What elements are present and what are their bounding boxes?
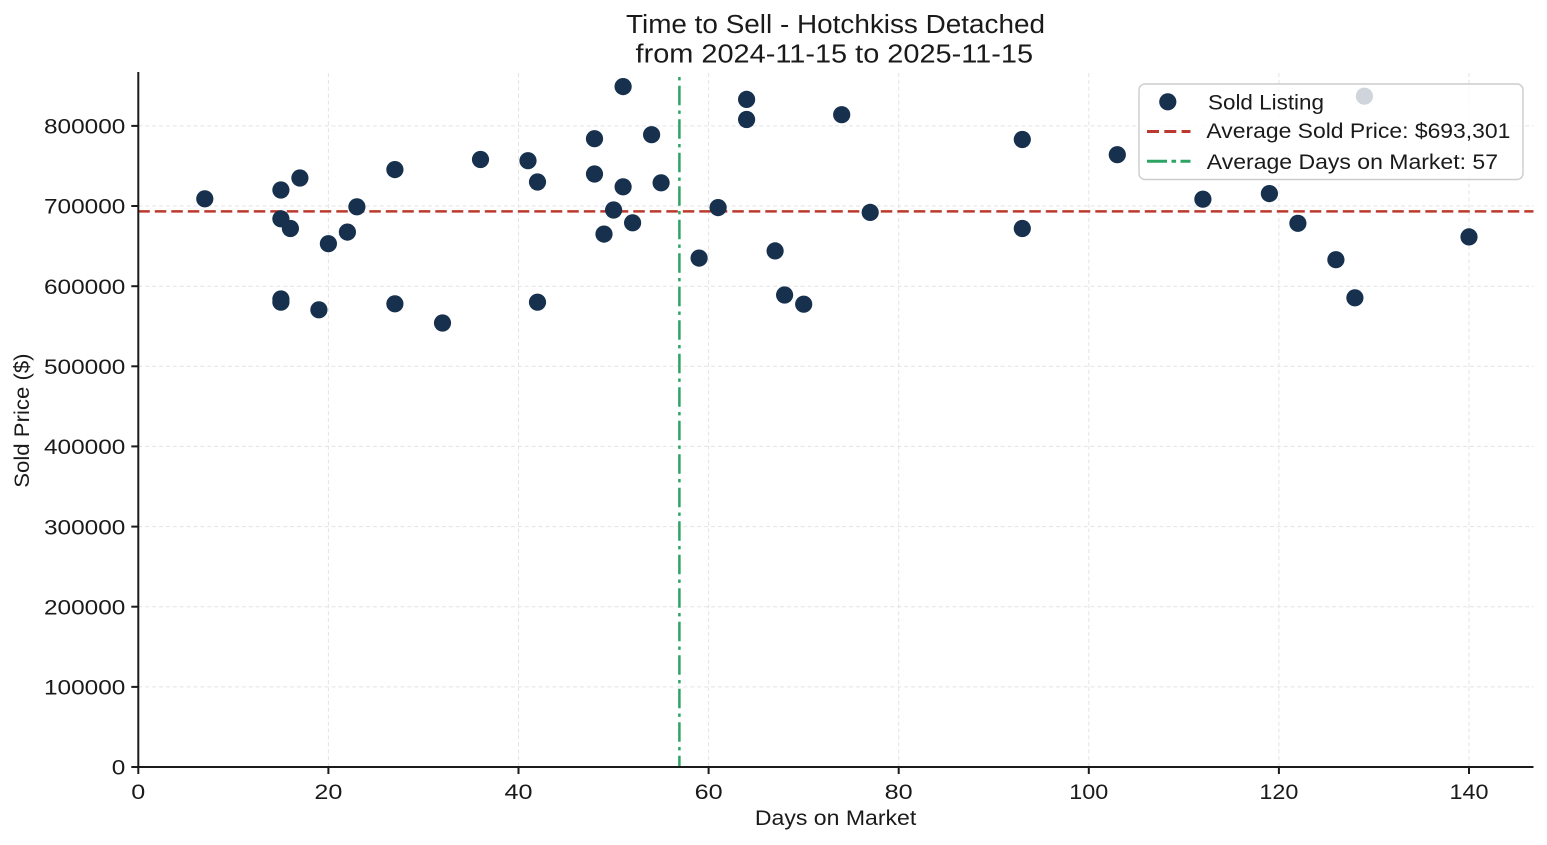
svg-text:140: 140 [1450, 780, 1489, 804]
svg-text:20: 20 [314, 780, 342, 804]
svg-text:500000: 500000 [44, 355, 125, 379]
svg-text:Sold Listing: Sold Listing [1208, 91, 1324, 115]
svg-text:300000: 300000 [44, 515, 125, 539]
svg-text:Time to Sell - Hotchkiss Detac: Time to Sell - Hotchkiss Detached [626, 11, 1045, 39]
svg-text:200000: 200000 [44, 595, 125, 619]
svg-text:600000: 600000 [44, 275, 125, 299]
svg-text:120: 120 [1259, 780, 1298, 804]
svg-text:Sold Price ($): Sold Price ($) [10, 353, 34, 487]
svg-text:100000: 100000 [44, 676, 125, 700]
svg-text:0: 0 [131, 780, 145, 804]
svg-text:0: 0 [112, 756, 126, 780]
svg-text:80: 80 [885, 780, 913, 804]
svg-text:Average Days on Market: 57: Average Days on Market: 57 [1207, 150, 1498, 174]
svg-text:Average Sold Price: $693,301: Average Sold Price: $693,301 [1206, 119, 1510, 143]
svg-text:800000: 800000 [44, 115, 125, 139]
svg-text:Days on Market: Days on Market [755, 806, 916, 830]
svg-text:400000: 400000 [44, 435, 125, 459]
svg-text:60: 60 [695, 780, 723, 804]
svg-text:700000: 700000 [44, 195, 125, 219]
svg-text:100: 100 [1069, 780, 1108, 804]
svg-text:40: 40 [505, 780, 533, 804]
svg-text:from 2024-11-15 to 2025-11-15: from 2024-11-15 to 2025-11-15 [636, 40, 1034, 68]
